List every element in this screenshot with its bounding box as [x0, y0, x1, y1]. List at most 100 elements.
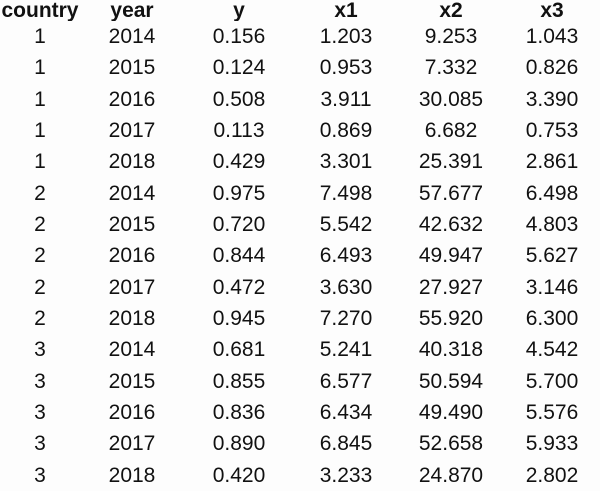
table-cell-year: 2016: [108, 401, 156, 425]
table-header-row: country year y x1 x2 x3: [0, 0, 600, 21]
table-cell-x1: 3.630: [319, 275, 373, 299]
table-cell-y: 0.855: [212, 369, 266, 393]
table-cell-y: 0.472: [212, 275, 266, 299]
table-cell-x2: 55.920: [418, 307, 484, 331]
table-cell-country: 1: [34, 87, 46, 111]
table-cell-x2: 50.594: [418, 369, 484, 393]
table-cell-x1: 0.869: [319, 119, 373, 143]
table-cell-y: 0.508: [212, 87, 266, 111]
table-cell-x2: 7.332: [424, 56, 478, 80]
table-cell-x2: 9.253: [424, 25, 478, 49]
column-header-x1: x1: [334, 0, 358, 21]
column-header-country: country: [1, 0, 79, 21]
table-cell-x2: 27.927: [418, 275, 484, 299]
table-cell-x3: 5.700: [525, 369, 579, 393]
table-cell-x3: 0.826: [525, 56, 579, 80]
table-row: 3 2017 0.890 6.845 52.658 5.933: [0, 428, 600, 459]
table-cell-country: 3: [34, 432, 46, 456]
table-row: 2 2017 0.472 3.630 27.927 3.146: [0, 272, 600, 303]
table-cell-country: 2: [34, 244, 46, 268]
table-cell-x3: 6.300: [525, 307, 579, 331]
column-header-x3: x3: [540, 0, 564, 21]
table-cell-x1: 5.542: [319, 213, 373, 237]
table-row: 1 2015 0.124 0.953 7.332 0.826: [0, 52, 600, 83]
table-cell-y: 0.113: [213, 119, 265, 143]
table-cell-x3: 4.542: [525, 338, 579, 362]
table-cell-country: 1: [34, 25, 46, 49]
table-cell-x2: 25.391: [418, 150, 484, 174]
table-cell-x2: 57.677: [418, 181, 484, 205]
table-cell-y: 0.836: [212, 401, 266, 425]
table-cell-y: 0.720: [212, 213, 266, 237]
table-row: 2 2016 0.844 6.493 49.947 5.627: [0, 240, 600, 271]
table-cell-y: 0.420: [212, 463, 266, 487]
table-cell-x2: 49.947: [418, 244, 484, 268]
table-cell-year: 2014: [108, 338, 156, 362]
table-cell-x1: 7.270: [319, 307, 373, 331]
table-cell-year: 2016: [108, 87, 156, 111]
table-cell-year: 2017: [108, 432, 156, 456]
table-cell-x2: 52.658: [418, 432, 484, 456]
table-row: 1 2018 0.429 3.301 25.391 2.861: [0, 146, 600, 177]
table-cell-x1: 1.203: [319, 25, 373, 49]
table-cell-y: 0.890: [212, 432, 266, 456]
table-cell-x2: 49.490: [418, 401, 484, 425]
table-cell-x1: 6.493: [319, 244, 373, 268]
table-cell-year: 2016: [108, 244, 156, 268]
table-cell-x3: 6.498: [525, 181, 579, 205]
table-cell-x3: 2.802: [525, 463, 579, 487]
table-cell-country: 1: [34, 56, 46, 80]
table-cell-country: 3: [34, 463, 46, 487]
table-cell-y: 0.844: [212, 244, 266, 268]
table-cell-x3: 3.390: [525, 87, 579, 111]
table-row: 2 2014 0.975 7.498 57.677 6.498: [0, 178, 600, 209]
table-cell-country: 3: [34, 401, 46, 425]
table-cell-year: 2015: [108, 213, 156, 237]
table-cell-country: 3: [34, 369, 46, 393]
table-cell-x3: 5.627: [525, 244, 579, 268]
table-cell-y: 0.945: [212, 307, 266, 331]
table-cell-year: 2017: [108, 275, 156, 299]
column-header-year: year: [110, 0, 154, 21]
table-cell-x1: 3.233: [319, 463, 373, 487]
table-row: 3 2016 0.836 6.434 49.490 5.576: [0, 397, 600, 428]
table-cell-country: 2: [34, 307, 46, 331]
table-cell-x2: 40.318: [418, 338, 484, 362]
table-cell-country: 2: [34, 181, 46, 205]
table-cell-x1: 0.953: [319, 56, 373, 80]
table-cell-x1: 3.301: [319, 150, 373, 174]
table-cell-x1: 6.845: [319, 432, 373, 456]
column-header-x2: x2: [439, 0, 463, 21]
table-row: 1 2016 0.508 3.911 30.085 3.390: [0, 84, 600, 115]
table-cell-year: 2018: [108, 307, 156, 331]
table-cell-x3: 5.576: [525, 401, 579, 425]
table-cell-year: 2015: [108, 369, 156, 393]
table-cell-y: 0.124: [212, 56, 266, 80]
table-cell-year: 2015: [108, 56, 156, 80]
table-row: 3 2018 0.420 3.233 24.870 2.802: [0, 460, 600, 491]
table-row: 1 2014 0.156 1.203 9.253 1.043: [0, 21, 600, 52]
table-cell-x2: 24.870: [418, 463, 484, 487]
table-cell-x3: 4.803: [525, 213, 579, 237]
table-cell-country: 2: [34, 213, 46, 237]
table-cell-y: 0.975: [212, 181, 266, 205]
table-cell-x2: 6.682: [424, 119, 478, 143]
table-row: 2 2018 0.945 7.270 55.920 6.300: [0, 303, 600, 334]
table-row: 2 2015 0.720 5.542 42.632 4.803: [0, 209, 600, 240]
table-cell-x1: 3.911: [320, 87, 372, 111]
table-cell-x2: 42.632: [418, 213, 484, 237]
table-cell-x2: 30.085: [418, 87, 484, 111]
table-cell-y: 0.681: [212, 338, 266, 362]
table-cell-x3: 3.146: [525, 275, 579, 299]
table-cell-year: 2018: [108, 463, 156, 487]
table-cell-x3: 0.753: [525, 119, 579, 143]
table-header: country year y x1 x2 x3: [0, 0, 600, 21]
column-header-y: y: [233, 0, 245, 21]
table-row: 3 2015 0.855 6.577 50.594 5.700: [0, 366, 600, 397]
table-cell-y: 0.156: [212, 25, 266, 49]
table-cell-country: 3: [34, 338, 46, 362]
table-cell-year: 2018: [108, 150, 156, 174]
table-cell-x1: 7.498: [319, 181, 373, 205]
